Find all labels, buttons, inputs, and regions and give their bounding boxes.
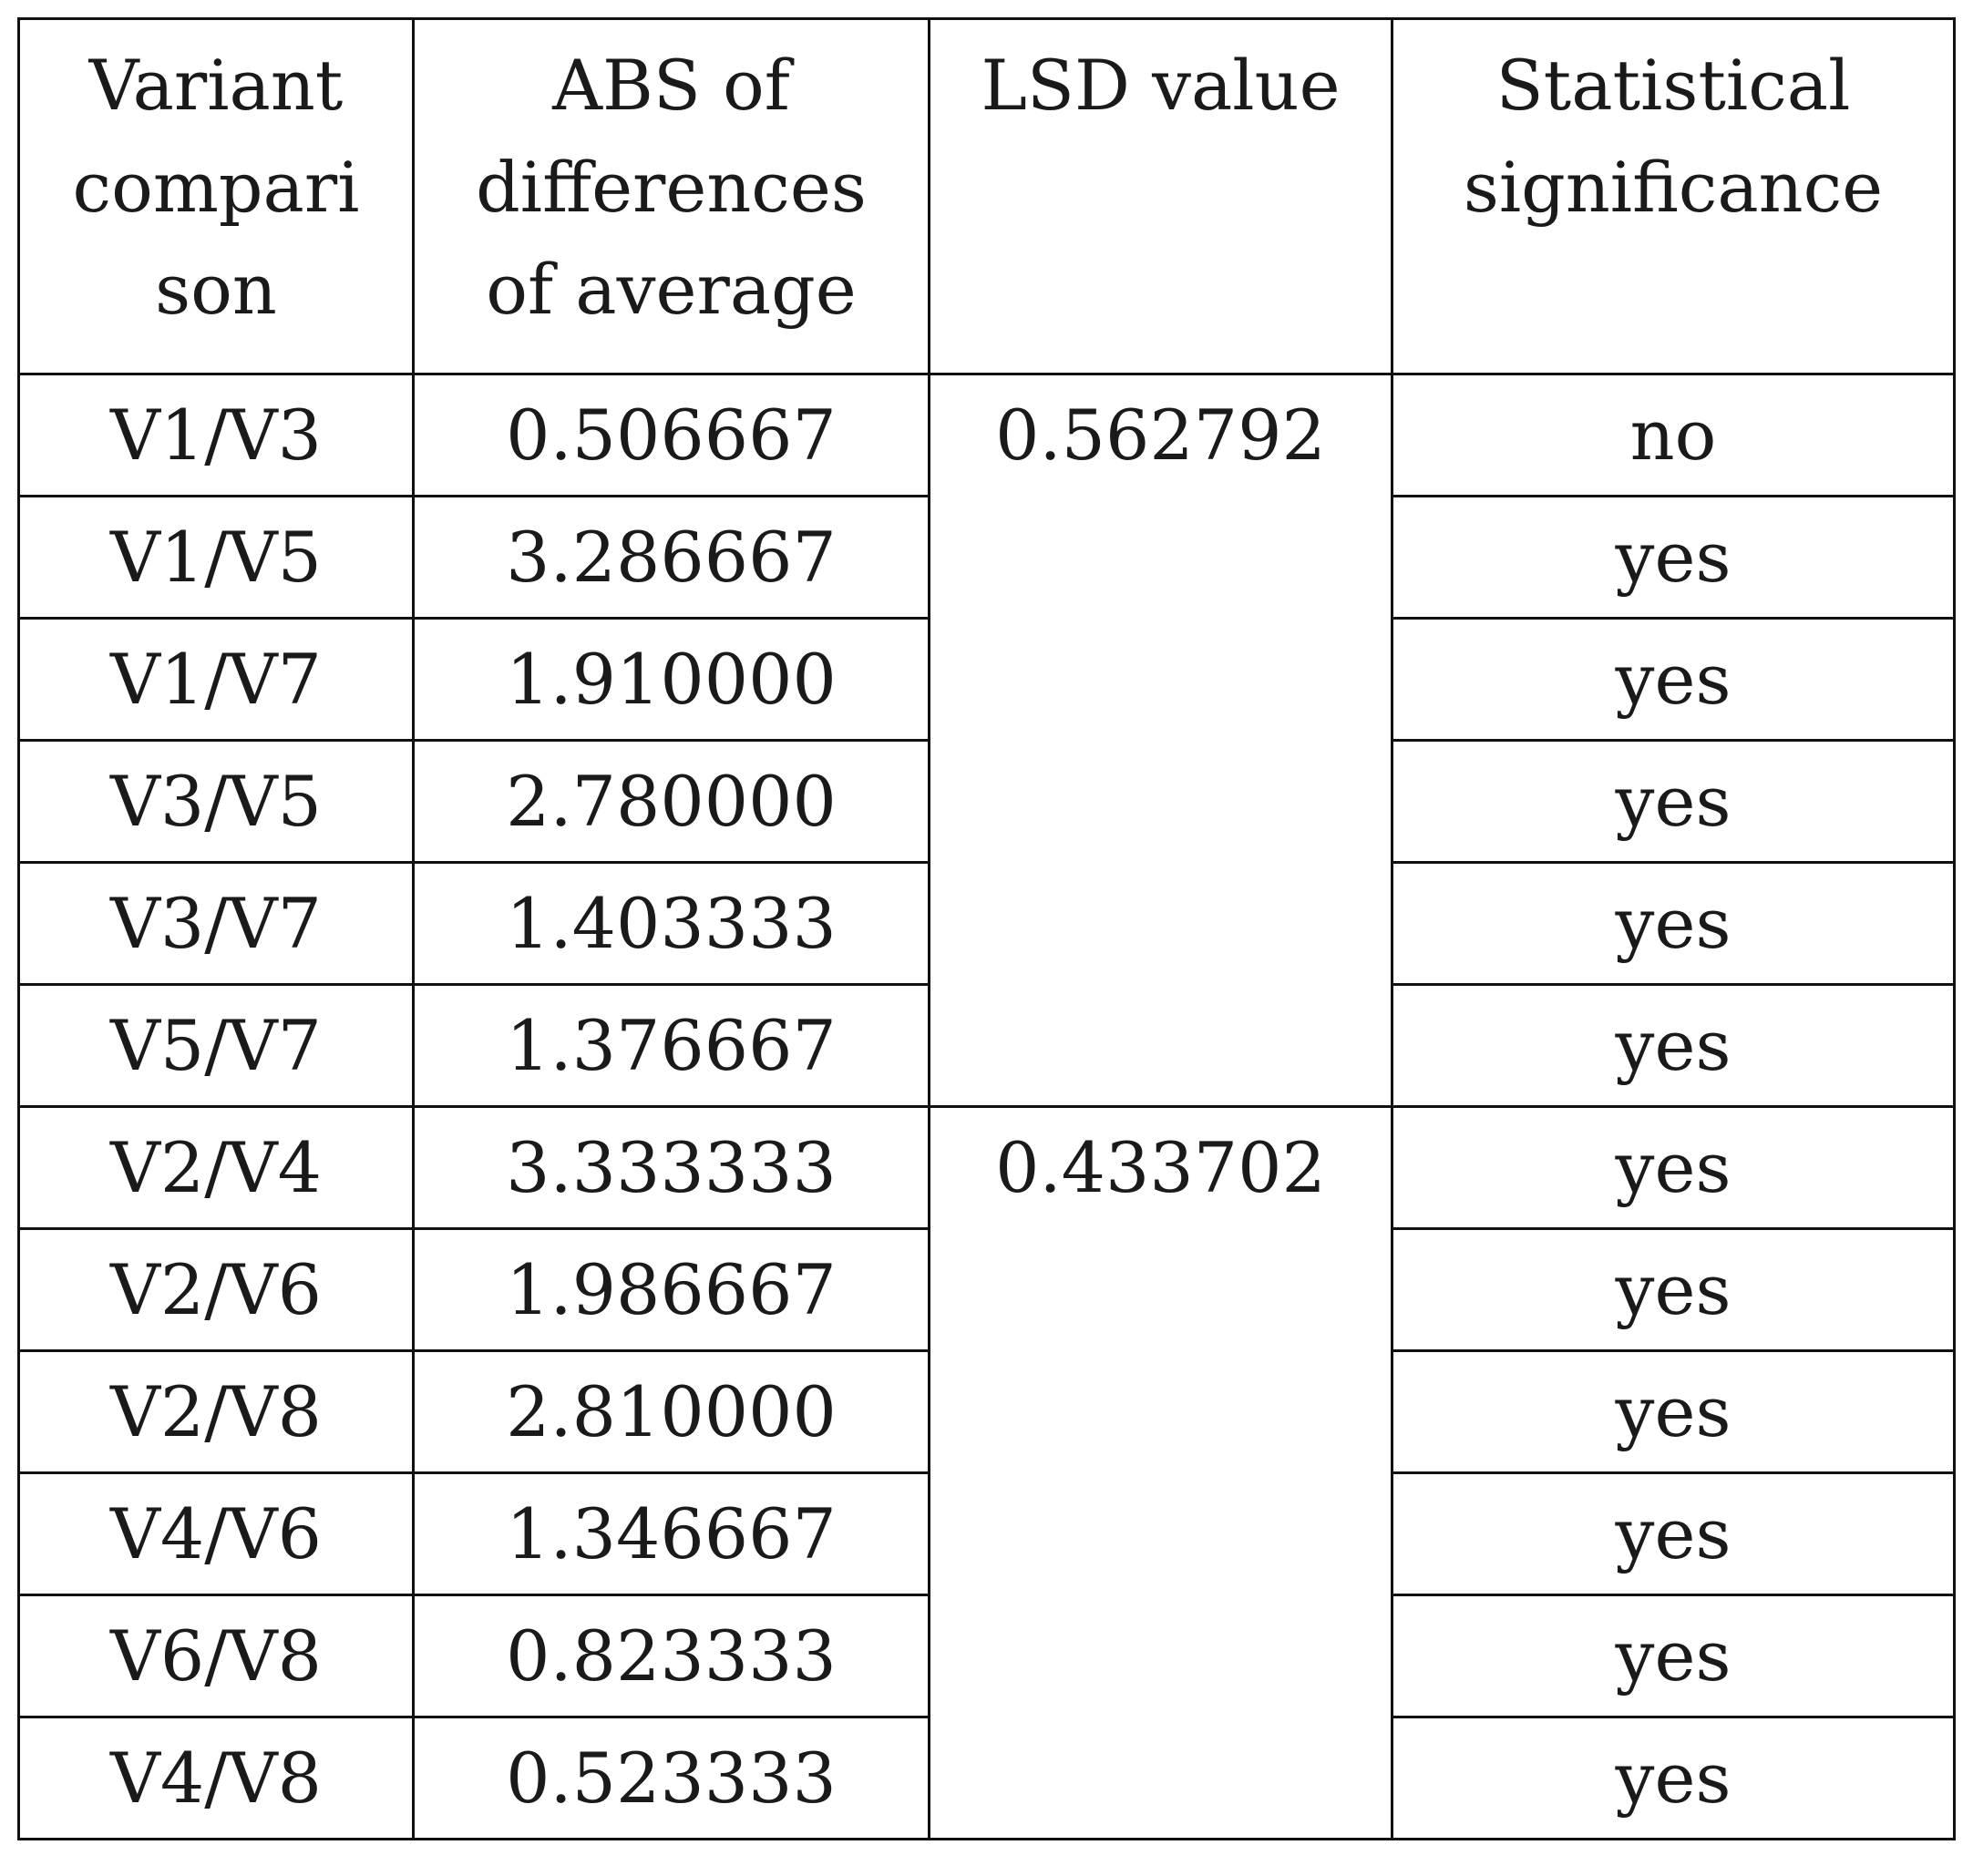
table-row: V4/V6 1.346667 yes xyxy=(17,1471,1956,1596)
lsd-comparison-table: Variant compari son ABS of differences o… xyxy=(17,17,1956,1840)
table-row: V2/V8 2.810000 yes xyxy=(17,1349,1956,1474)
table-row: V1/V3 0.506667 0.562792 no xyxy=(17,373,1956,1108)
significance-cell: yes xyxy=(1391,739,1956,864)
table-row: V3/V5 2.780000 yes xyxy=(17,739,1956,864)
abs-cell: 1.910000 xyxy=(412,617,930,742)
comparison-cell: V5/V7 xyxy=(17,983,415,1108)
table-row: V3/V7 1.403333 yes xyxy=(17,861,1956,986)
table-row: V5/V7 1.376667 yes xyxy=(17,983,1956,1108)
header-row: Variant compari son ABS of differences o… xyxy=(17,17,1956,375)
comparison-cell: V3/V7 xyxy=(17,861,415,986)
significance-cell: yes xyxy=(1391,983,1956,1108)
significance-cell: yes xyxy=(1391,1349,1956,1474)
significance-cell: yes xyxy=(1391,1105,1956,1230)
header-abs-differences: ABS of differences of average xyxy=(412,17,930,375)
significance-cell: yes xyxy=(1391,1594,1956,1718)
significance-cell: yes xyxy=(1391,1716,1956,1840)
comparison-cell: V6/V8 xyxy=(17,1594,415,1718)
abs-cell: 0.506667 xyxy=(412,373,930,497)
abs-cell: 0.823333 xyxy=(412,1594,930,1718)
significance-cell: yes xyxy=(1391,495,1956,620)
table-row: V4/V8 0.523333 yes xyxy=(17,1716,1956,1840)
abs-cell: 3.333333 xyxy=(412,1105,930,1230)
abs-cell: 1.376667 xyxy=(412,983,930,1108)
abs-cell: 2.810000 xyxy=(412,1349,930,1474)
significance-cell: yes xyxy=(1391,1227,1956,1352)
table-row: V1/V7 1.910000 yes xyxy=(17,617,1956,742)
comparison-cell: V1/V3 xyxy=(17,373,415,497)
significance-cell: yes xyxy=(1391,1471,1956,1596)
abs-cell: 2.780000 xyxy=(412,739,930,864)
significance-cell: yes xyxy=(1391,861,1956,986)
abs-cell: 0.523333 xyxy=(412,1716,930,1840)
significance-cell: yes xyxy=(1391,617,1956,742)
significance-cell: no xyxy=(1391,373,1956,497)
comparison-cell: V1/V7 xyxy=(17,617,415,742)
lsd-value-cell: 0.433702 xyxy=(928,1105,1393,1840)
table-row: V1/V5 3.286667 yes xyxy=(17,495,1956,620)
comparison-cell: V4/V8 xyxy=(17,1716,415,1840)
comparison-cell: V4/V6 xyxy=(17,1471,415,1596)
abs-cell: 1.403333 xyxy=(412,861,930,986)
abs-cell: 3.286667 xyxy=(412,495,930,620)
table-row: V2/V6 1.986667 yes xyxy=(17,1227,1956,1352)
abs-cell: 1.346667 xyxy=(412,1471,930,1596)
lsd-value-cell: 0.562792 xyxy=(928,373,1393,1108)
table-row: V2/V4 3.333333 0.433702 yes xyxy=(17,1105,1956,1840)
comparison-cell: V2/V6 xyxy=(17,1227,415,1352)
comparison-cell: V1/V5 xyxy=(17,495,415,620)
comparison-cell: V2/V8 xyxy=(17,1349,415,1474)
comparison-cell: V3/V5 xyxy=(17,739,415,864)
header-lsd-value: LSD value xyxy=(928,17,1393,375)
header-statistical-significance: Statistical significance xyxy=(1391,17,1956,375)
table-row: V6/V8 0.823333 yes xyxy=(17,1594,1956,1718)
header-variant-comparison: Variant compari son xyxy=(17,17,415,375)
abs-cell: 1.986667 xyxy=(412,1227,930,1352)
comparison-cell: V2/V4 xyxy=(17,1105,415,1230)
